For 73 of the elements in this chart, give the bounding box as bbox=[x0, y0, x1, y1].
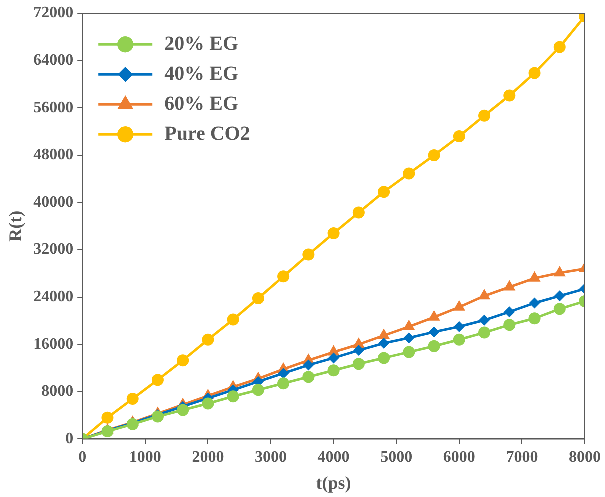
y-tick-label: 64000 bbox=[34, 52, 74, 70]
point bbox=[278, 378, 290, 390]
point bbox=[102, 412, 114, 424]
legend-label: 60% EG bbox=[164, 92, 239, 115]
point bbox=[177, 354, 190, 367]
point bbox=[504, 319, 516, 332]
y-tick-label: 24000 bbox=[34, 288, 74, 306]
point bbox=[328, 364, 340, 377]
point bbox=[478, 326, 491, 339]
point bbox=[528, 67, 541, 80]
point bbox=[454, 321, 465, 332]
point bbox=[278, 368, 290, 380]
y-tick-label: 56000 bbox=[34, 99, 74, 116]
point bbox=[152, 410, 164, 423]
x-tick-label: 5000 bbox=[380, 448, 413, 466]
x-tick-label: 7000 bbox=[506, 448, 538, 466]
point bbox=[328, 227, 340, 240]
point bbox=[403, 346, 416, 358]
point bbox=[328, 352, 340, 364]
point bbox=[479, 314, 490, 326]
point bbox=[453, 130, 466, 143]
point bbox=[227, 390, 240, 403]
point bbox=[202, 334, 214, 346]
point bbox=[177, 404, 190, 416]
point bbox=[404, 332, 415, 344]
y-tick-label: 48000 bbox=[34, 146, 74, 164]
point bbox=[353, 345, 364, 356]
point bbox=[504, 90, 516, 102]
x-tick-label: 8000 bbox=[569, 448, 601, 466]
legend-label: Pure CO2 bbox=[164, 122, 250, 145]
x-tick-label: 1000 bbox=[129, 448, 162, 466]
x-tick-label: 2000 bbox=[192, 448, 224, 466]
legend-label: 20% EG bbox=[164, 32, 239, 55]
point bbox=[528, 312, 541, 325]
point bbox=[152, 374, 164, 386]
y-tick-label: 32000 bbox=[34, 241, 74, 258]
point bbox=[428, 149, 440, 162]
y-axis-title: R(t) bbox=[5, 210, 26, 242]
point bbox=[529, 298, 540, 309]
point bbox=[378, 352, 390, 364]
x-tick-label: 6000 bbox=[443, 448, 476, 466]
y-tick-label: 8000 bbox=[42, 383, 74, 400]
point bbox=[504, 306, 516, 318]
point bbox=[554, 41, 566, 54]
point bbox=[252, 292, 264, 305]
x-tick-label: 3000 bbox=[255, 448, 287, 466]
point bbox=[378, 338, 390, 349]
point bbox=[227, 314, 240, 326]
point bbox=[202, 398, 214, 410]
point bbox=[303, 360, 314, 371]
point bbox=[252, 384, 264, 396]
point bbox=[302, 248, 315, 261]
x-tick-label: 0 bbox=[78, 448, 87, 466]
point bbox=[278, 270, 290, 283]
point bbox=[453, 334, 466, 346]
y-tick-label: 0 bbox=[66, 430, 74, 448]
point bbox=[478, 110, 491, 122]
y-tick-label: 72000 bbox=[34, 4, 74, 22]
point bbox=[352, 358, 365, 370]
x-tick-label: 4000 bbox=[318, 448, 350, 466]
point bbox=[378, 186, 390, 198]
point bbox=[403, 168, 416, 180]
y-tick-label: 40000 bbox=[34, 194, 74, 211]
point bbox=[554, 290, 566, 302]
point bbox=[554, 303, 566, 316]
y-tick-label: 16000 bbox=[34, 336, 74, 353]
point bbox=[352, 206, 365, 219]
x-axis-title: t(ps) bbox=[316, 472, 352, 493]
legend-label: 40% EG bbox=[164, 62, 239, 85]
point bbox=[302, 371, 315, 384]
point bbox=[126, 393, 139, 406]
point bbox=[428, 340, 440, 352]
point bbox=[428, 326, 440, 338]
